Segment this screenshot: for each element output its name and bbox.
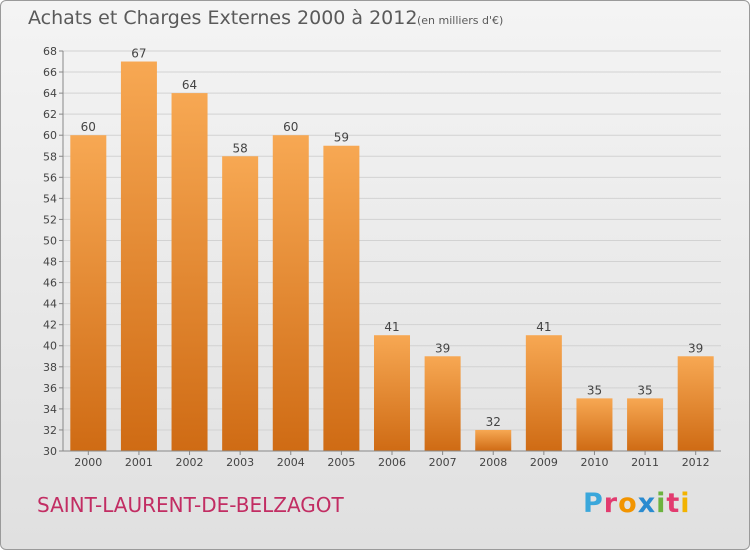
x-tick-label: 2011: [631, 456, 659, 469]
y-tick-label: 58: [43, 150, 57, 163]
logo-letter: o: [618, 488, 638, 519]
y-tick-label: 38: [43, 361, 57, 374]
bar: [475, 429, 512, 451]
y-tick-label: 56: [43, 171, 57, 184]
x-tick-label: 2004: [277, 456, 305, 469]
bar: [627, 398, 664, 451]
x-tick-label: 2010: [580, 456, 608, 469]
logo-letter: i: [680, 488, 691, 519]
bars: [70, 61, 714, 452]
bar: [70, 135, 107, 452]
bar-value-label: 41: [384, 320, 399, 334]
labels: 30 32 34 36 38 40 42 44 46 48 50 52 54 56 58 60 62 64 66 68…: [43, 45, 710, 469]
bar: [677, 356, 714, 451]
chart-unit: (en milliers d'€): [417, 14, 504, 27]
y-tick-label: 66: [43, 66, 57, 79]
logo-letter: r: [603, 488, 619, 519]
bar: [424, 356, 461, 451]
y-tick-label: 52: [43, 213, 57, 226]
y-tick-label: 36: [43, 382, 57, 395]
x-tick-label: 2006: [378, 456, 406, 469]
x-tick-label: 2008: [479, 456, 507, 469]
y-tick-label: 60: [43, 129, 57, 142]
y-tick-label: 54: [43, 192, 57, 205]
bar: [120, 61, 157, 452]
y-tick-label: 32: [43, 424, 57, 437]
x-tick-label: 2003: [226, 456, 254, 469]
proxiti-logo: Proxiti: [583, 488, 691, 519]
y-tick-label: 46: [43, 277, 57, 290]
x-tick-label: 2007: [429, 456, 457, 469]
commune-name: SAINT-LAURENT-DE-BELZAGOT: [37, 493, 344, 517]
y-tick-label: 30: [43, 445, 57, 458]
x-tick-label: 2009: [530, 456, 558, 469]
bar: [171, 93, 208, 452]
y-tick-label: 40: [43, 340, 57, 353]
bar-value-label: 67: [131, 47, 146, 61]
bar: [323, 145, 360, 451]
y-tick-label: 44: [43, 298, 57, 311]
logo-letter: P: [583, 488, 604, 519]
logo-letter: t: [666, 488, 681, 519]
bar-value-label: 39: [435, 341, 450, 355]
y-tick-label: 42: [43, 319, 57, 332]
x-tick-label: 2001: [125, 456, 153, 469]
x-tick-label: 2002: [176, 456, 204, 469]
bar-value-label: 58: [233, 141, 248, 155]
bar-value-label: 39: [688, 341, 703, 355]
bar-value-label: 35: [587, 383, 602, 397]
x-tick-label: 2005: [327, 456, 355, 469]
bar: [374, 335, 410, 451]
y-tick-label: 50: [43, 234, 57, 247]
bar-value-label: 41: [536, 320, 551, 334]
y-tick-label: 48: [43, 256, 57, 269]
bar-value-label: 59: [334, 131, 349, 145]
y-tick-label: 64: [43, 87, 57, 100]
bar: [272, 135, 309, 452]
y-tick-label: 68: [43, 45, 57, 58]
logo-letter: x: [637, 488, 657, 519]
bar-value-label: 60: [283, 120, 298, 134]
x-tick-label: 2012: [682, 456, 710, 469]
bar-value-label: 60: [81, 120, 96, 134]
logo-letter: i: [656, 488, 667, 519]
bar-value-label: 32: [486, 415, 501, 429]
bar-value-label: 35: [637, 383, 652, 397]
y-tick-label: 34: [43, 403, 57, 416]
axes: [59, 50, 721, 455]
y-tick-label: 62: [43, 108, 57, 121]
bar: [576, 398, 613, 451]
bar: [222, 156, 259, 451]
bar-value-label: 64: [182, 78, 197, 92]
x-tick-label: 2000: [74, 456, 102, 469]
chart-title: Achats et Charges Externes 2000 à 2012: [28, 7, 418, 29]
bar: [525, 335, 562, 451]
